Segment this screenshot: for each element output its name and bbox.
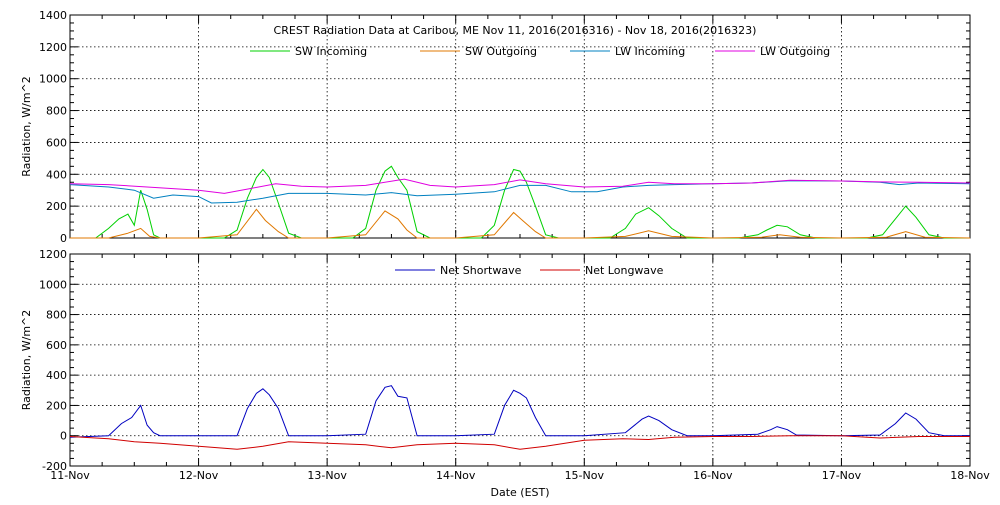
- x-tick-label: 11-Nov: [50, 469, 90, 482]
- series-line-lw-incoming: [69, 180, 971, 204]
- y-tick-label: 400: [46, 369, 67, 382]
- x-tick-label: 16-Nov: [693, 469, 733, 482]
- y-tick-label: 200: [46, 200, 67, 213]
- plot-frame: [69, 14, 971, 239]
- series-line-lw-outgoing: [69, 178, 971, 194]
- x-tick-label: 12-Nov: [179, 469, 219, 482]
- y-tick-label: 0: [60, 430, 67, 443]
- bottom-panel: -200 0 200 400 600 800 1000 1200 Radiation, W/m^…: [20, 248, 990, 482]
- plot-frame: [69, 253, 971, 467]
- y-axis-label: Radiation, W/m^2: [20, 76, 33, 177]
- y-tick-label: 400: [46, 168, 67, 181]
- x-tick-label: 13-Nov: [307, 469, 347, 482]
- y-tick-label: 600: [46, 339, 67, 352]
- chart-title: CREST Radiation Data at Caribou, ME Nov …: [274, 24, 757, 37]
- y-tick-label: 1000: [39, 73, 67, 86]
- legend-label: SW Outgoing: [465, 45, 537, 58]
- y-tick-label: 1200: [39, 41, 67, 54]
- series-line-net-shortwave: [69, 385, 970, 438]
- legend-label: LW Outgoing: [760, 45, 830, 58]
- y-tick-label: 800: [46, 105, 67, 118]
- legend-label: Net Shortwave: [440, 264, 522, 277]
- legend-label: Net Longwave: [585, 264, 664, 277]
- x-tick-label: 14-Nov: [436, 469, 476, 482]
- x-tick-label: 18-Nov: [950, 469, 990, 482]
- y-tick-label: 600: [46, 136, 67, 149]
- series-line-sw-incoming: [70, 165, 970, 239]
- y-axis-label: Radiation, W/m^2: [20, 310, 33, 411]
- y-tick-label: 200: [46, 399, 67, 412]
- series-line-sw-outgoing: [70, 208, 971, 239]
- x-tick-label: 15-Nov: [565, 469, 605, 482]
- y-tick-label: 0: [60, 232, 67, 245]
- x-axis-label: Date (EST): [490, 486, 549, 499]
- y-tick-label: 800: [46, 309, 67, 322]
- legend-label: SW Incoming: [295, 45, 367, 58]
- series-line-net-longwave: [69, 435, 970, 450]
- y-tick-label: 1200: [39, 248, 67, 261]
- top-panel: 0 200 400 600 800 1000 1200 1400 Radiation, W/m^…: [20, 9, 971, 245]
- y-tick-label: -200: [42, 460, 67, 473]
- legend-label: LW Incoming: [615, 45, 685, 58]
- y-tick-label: 1000: [39, 278, 67, 291]
- y-tick-label: 1400: [39, 9, 67, 22]
- x-tick-label: 17-Nov: [822, 469, 862, 482]
